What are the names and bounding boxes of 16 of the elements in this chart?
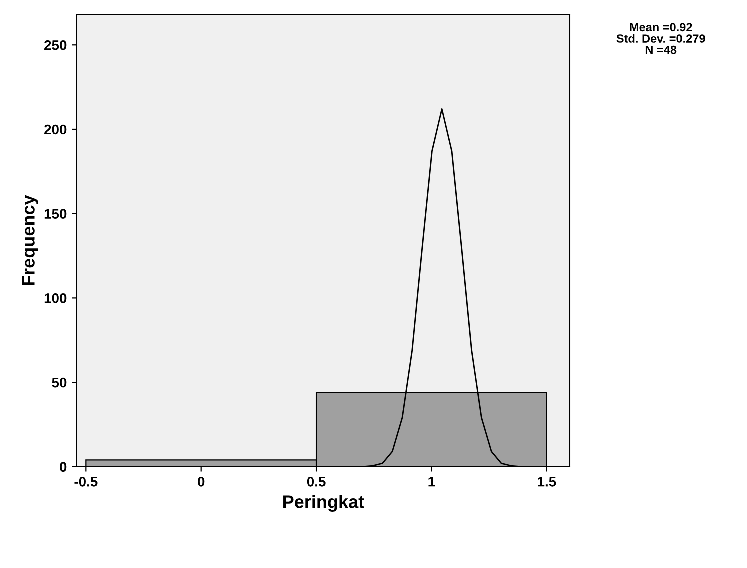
y-tick-label: 250 — [44, 40, 67, 50]
x-tick-label: 0 — [198, 476, 205, 487]
y-tick-label: 50 — [52, 378, 67, 388]
x-tick-label: 1.5 — [538, 477, 556, 487]
y-axis-title: Frequency — [22, 195, 38, 286]
text: N =48 — [646, 46, 677, 54]
y-tick-label: 100 — [44, 294, 67, 304]
y-tick-label: 150 — [44, 209, 67, 220]
y-tick-label: 200 — [44, 124, 67, 135]
x-axis-title: Peringkat — [284, 495, 364, 512]
text: Mean =0.92 — [630, 23, 692, 32]
x-tick-label: -0.5 — [74, 476, 98, 487]
x-tick-label: 0.5 — [307, 476, 326, 487]
y-tick-label: 0 — [60, 462, 67, 472]
text: Std. Dev. =0.279 — [616, 34, 706, 43]
x-tick-label: 1 — [428, 477, 436, 487]
